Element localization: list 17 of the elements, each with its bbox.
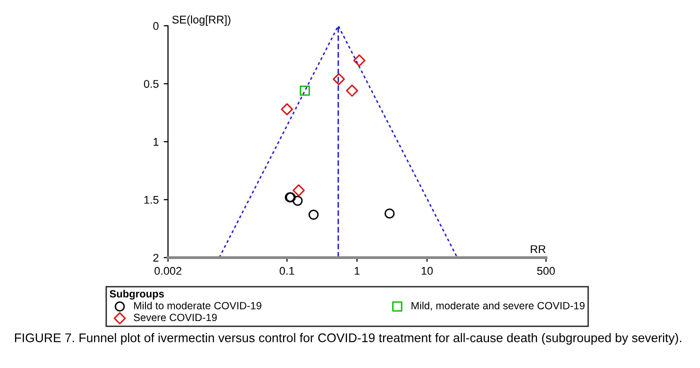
y-axis-title: SE(log[RR])	[172, 15, 230, 26]
x-axis-title: RR	[530, 245, 546, 253]
y-tick-label: 0	[153, 22, 159, 30]
legend-title: Subgroups	[110, 290, 164, 300]
x-tick-label: 1	[354, 267, 360, 275]
y-tick-label: 0.5	[144, 80, 159, 88]
legend-label: Mild to moderate COVID-19	[134, 302, 262, 310]
caption: FIGURE 7. Funnel plot of ivermectin versus control for COVID-19 treatment for all-cause death (subgrouped by severity).	[15, 333, 682, 345]
x-tick-label: 0.002	[154, 266, 182, 275]
y-tick-label: 1.5	[144, 196, 159, 204]
x-tick-label: 0.1	[280, 266, 294, 275]
legend-label: Mild, moderate and severe COVID-19	[412, 302, 585, 311]
x-tick-label: 10	[422, 266, 433, 275]
y-tick-label: 2	[153, 254, 158, 262]
y-tick-label: 1	[154, 138, 158, 146]
x-tick-label: 500	[537, 266, 555, 275]
legend-label: Severe COVID-19	[134, 314, 217, 322]
